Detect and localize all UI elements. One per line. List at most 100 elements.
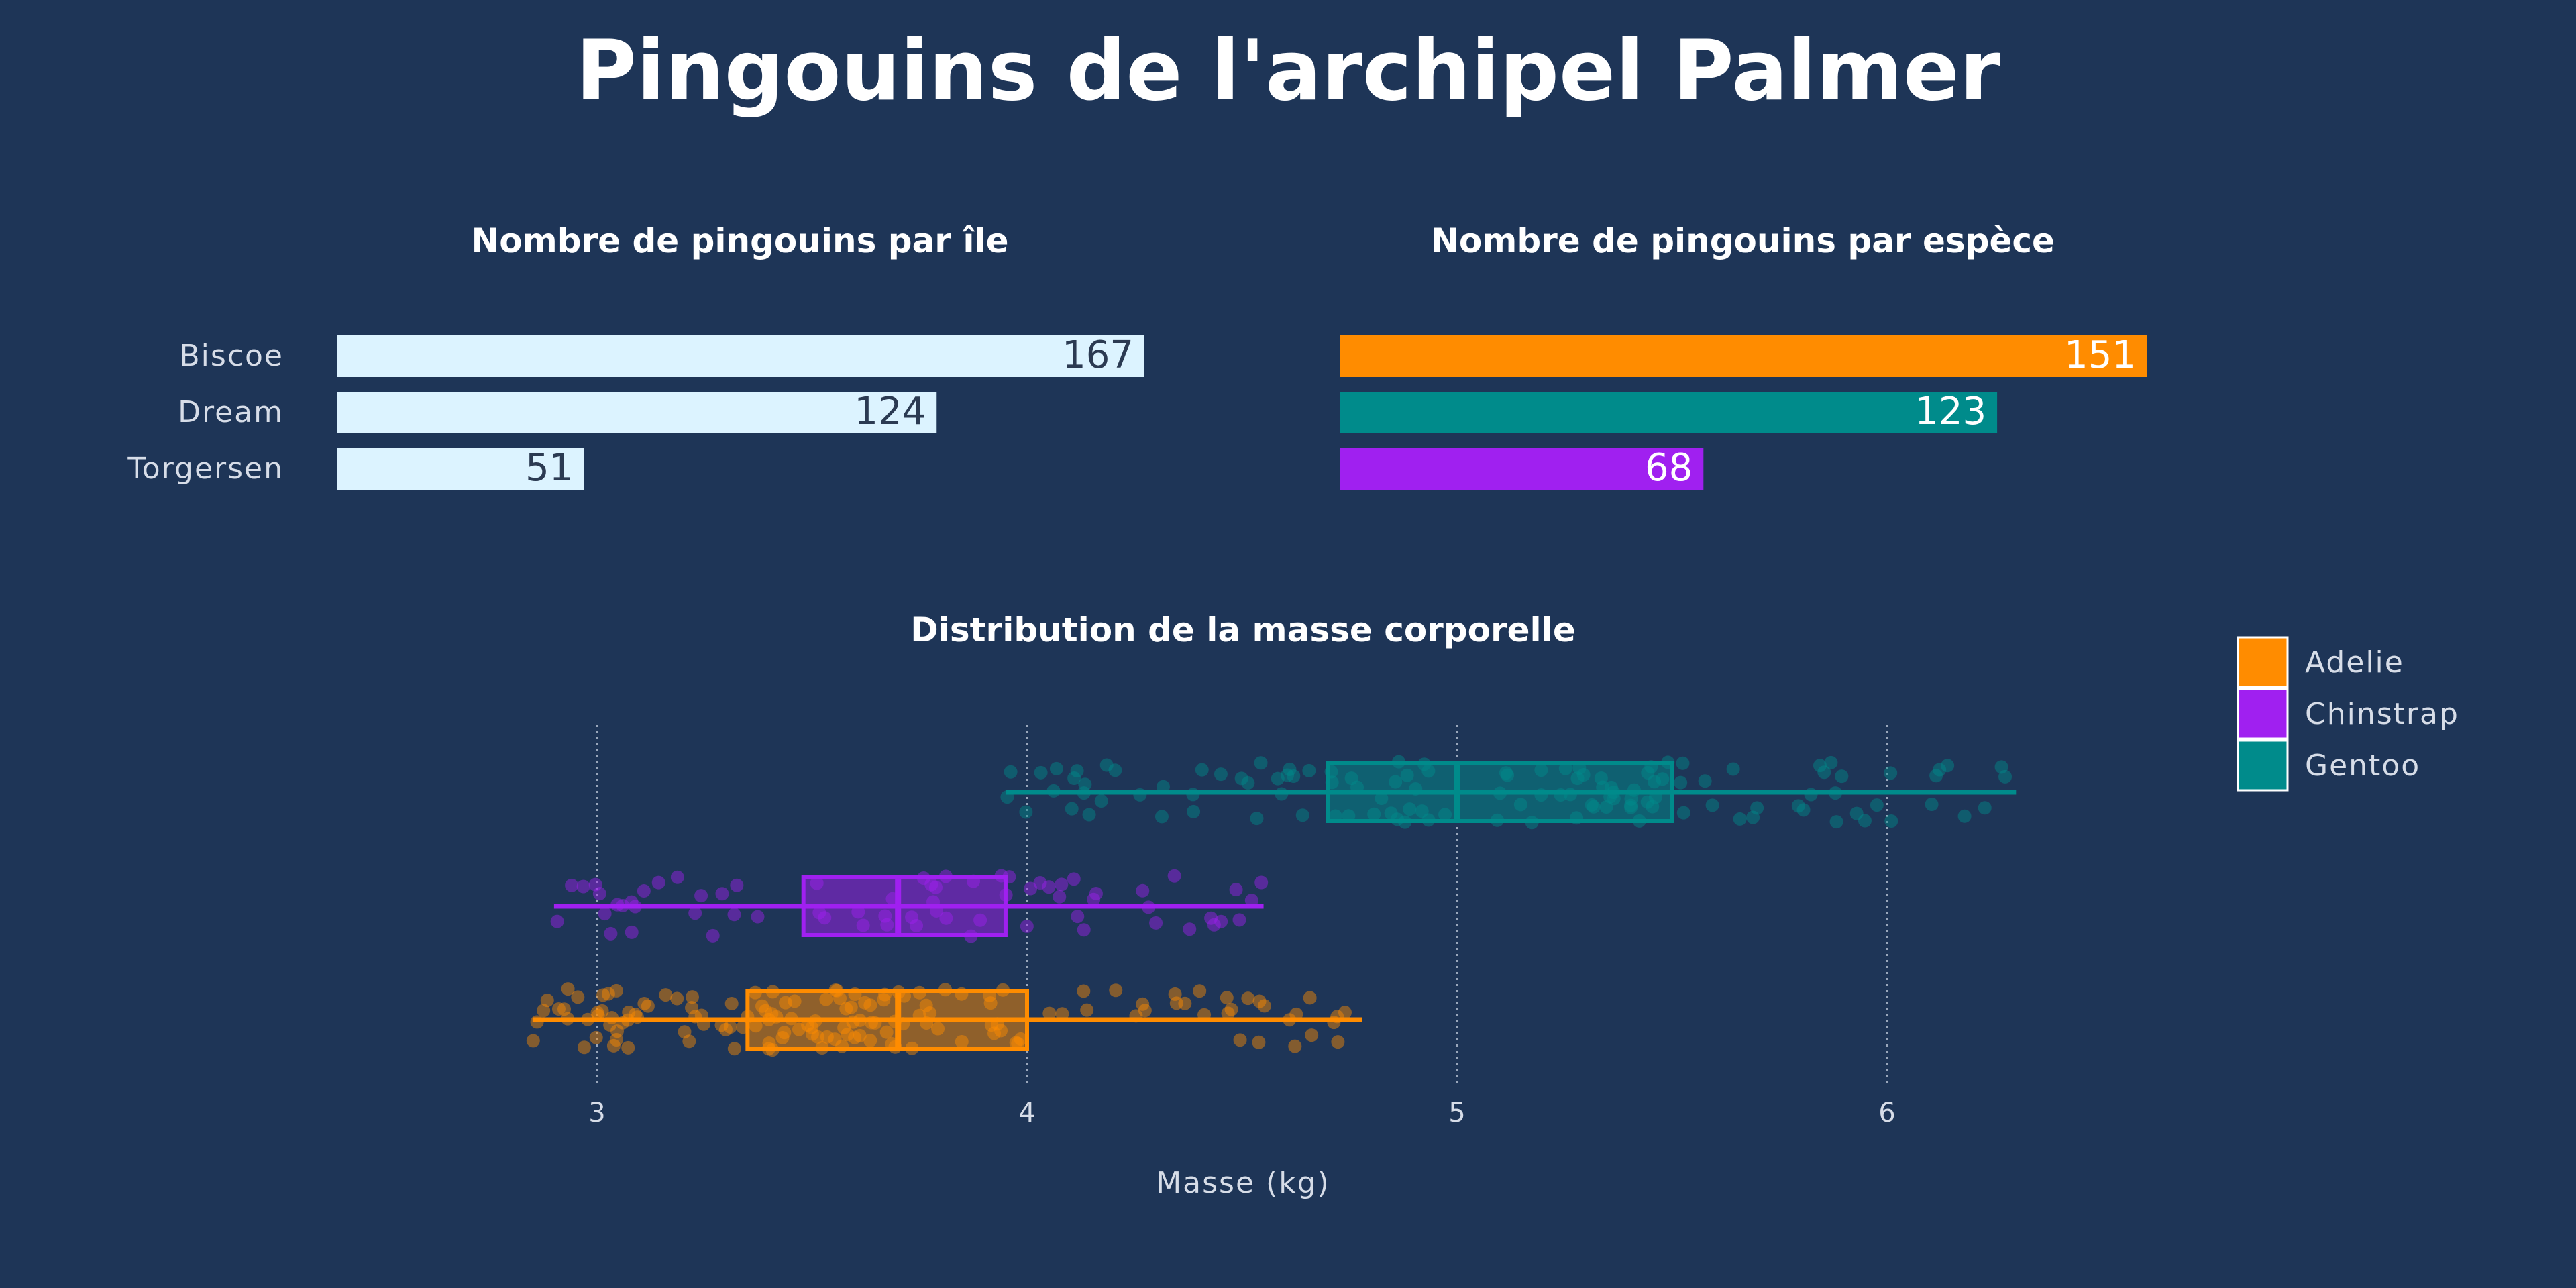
point-gentoo [1933, 763, 1947, 777]
point-gentoo [1858, 814, 1872, 828]
point-chinstrap [565, 878, 579, 892]
point-chinstrap [1071, 910, 1085, 924]
point-chinstrap [1033, 875, 1047, 890]
point-chinstrap [688, 906, 702, 920]
point-adelie [1169, 996, 1183, 1010]
point-gentoo [1884, 814, 1898, 828]
point-gentoo [1698, 774, 1712, 788]
point-gentoo [1733, 812, 1747, 826]
point-adelie [1331, 1035, 1345, 1049]
point-gentoo [1049, 761, 1063, 775]
point-gentoo [1108, 763, 1122, 777]
point-adelie [571, 990, 585, 1004]
point-gentoo [1078, 777, 1092, 792]
point-adelie [590, 1006, 604, 1020]
point-chinstrap [1055, 877, 1069, 892]
bar-island-torgersen [337, 448, 584, 490]
tick-label-island: Biscoe [179, 339, 284, 373]
point-chinstrap [1067, 872, 1081, 886]
point-adelie [1224, 1002, 1238, 1016]
point-chinstrap [727, 908, 741, 922]
point-adelie [1136, 997, 1150, 1011]
point-chinstrap [730, 878, 744, 892]
chart-title-species: Nombre de pingouins par espèce [1431, 221, 2055, 260]
point-adelie [610, 1024, 624, 1038]
page-title: Pingouins de l'archipel Palmer [576, 23, 2000, 119]
point-gentoo [1813, 759, 1827, 773]
legend-label-gentoo: Gentoo [2305, 749, 2420, 783]
point-chinstrap [1204, 911, 1218, 925]
point-gentoo [1241, 776, 1255, 790]
point-adelie [641, 999, 655, 1013]
tick-label-mass: 6 [1878, 1097, 1895, 1128]
point-adelie [561, 982, 575, 996]
point-gentoo [1705, 798, 1719, 812]
point-adelie [637, 996, 651, 1010]
point-adelie [682, 1034, 696, 1049]
point-gentoo [1994, 760, 2008, 774]
point-adelie [718, 1022, 733, 1036]
point-gentoo [1726, 762, 1740, 776]
point-gentoo [1004, 765, 1018, 779]
point-adelie [577, 1040, 591, 1055]
point-adelie [621, 1040, 635, 1055]
point-chinstrap [1087, 892, 1101, 906]
point-gentoo [1929, 769, 1943, 783]
bar-species-adelie [1340, 335, 2147, 377]
point-chinstrap [670, 870, 684, 884]
point-gentoo [1195, 763, 1209, 777]
point-chinstrap [1229, 883, 1243, 897]
bar-species-gentoo [1340, 392, 1998, 433]
chart-title-island: Nombre de pingouins par île [471, 221, 1008, 260]
legend-swatch-gentoo [2237, 739, 2289, 792]
point-chinstrap [694, 889, 708, 903]
point-gentoo [1082, 808, 1096, 822]
point-chinstrap [706, 928, 720, 943]
point-adelie [659, 988, 673, 1002]
point-chinstrap [1136, 883, 1150, 898]
point-chinstrap [1232, 913, 1246, 927]
point-chinstrap [598, 907, 612, 921]
point-adelie [1241, 991, 1255, 1006]
tick-label-island: Torgersen [127, 451, 284, 486]
point-chinstrap [1077, 923, 1091, 937]
point-adelie [1178, 996, 1192, 1010]
point-gentoo [1254, 756, 1268, 770]
point-adelie [537, 1004, 551, 1018]
point-gentoo [1099, 758, 1114, 772]
point-adelie [557, 1002, 571, 1016]
point-adelie [1252, 994, 1267, 1008]
point-gentoo [1094, 794, 1108, 808]
chart-title-mass: Distribution de la masse corporelle [910, 610, 1576, 649]
point-adelie [1220, 991, 1234, 1005]
bar-island-dream [337, 392, 937, 433]
point-gentoo [1676, 756, 1690, 770]
point-chinstrap [751, 910, 765, 924]
point-adelie [609, 1033, 623, 1047]
point-gentoo [1676, 806, 1690, 820]
data-label-species: 68 [1645, 446, 1693, 490]
x-axis-label: Masse (kg) [1156, 1166, 1330, 1200]
point-gentoo [1978, 801, 1992, 815]
point-chinstrap [1254, 875, 1269, 890]
point-chinstrap [592, 887, 606, 901]
point-gentoo [1287, 769, 1301, 783]
point-adelie [526, 1034, 540, 1048]
point-adelie [1338, 1006, 1352, 1020]
point-adelie [685, 990, 699, 1004]
point-gentoo [1187, 804, 1201, 818]
data-label-island: 124 [854, 390, 926, 433]
point-adelie [622, 1005, 636, 1019]
point-chinstrap [625, 925, 639, 939]
point-gentoo [1281, 768, 1295, 782]
point-chinstrap [1244, 894, 1258, 908]
point-gentoo [1155, 810, 1169, 824]
point-adelie [1252, 1035, 1266, 1049]
point-adelie [1303, 991, 1317, 1005]
point-gentoo [1829, 815, 1843, 829]
point-chinstrap [1089, 886, 1103, 900]
point-adelie [1080, 1003, 1094, 1017]
point-gentoo [1067, 771, 1081, 786]
